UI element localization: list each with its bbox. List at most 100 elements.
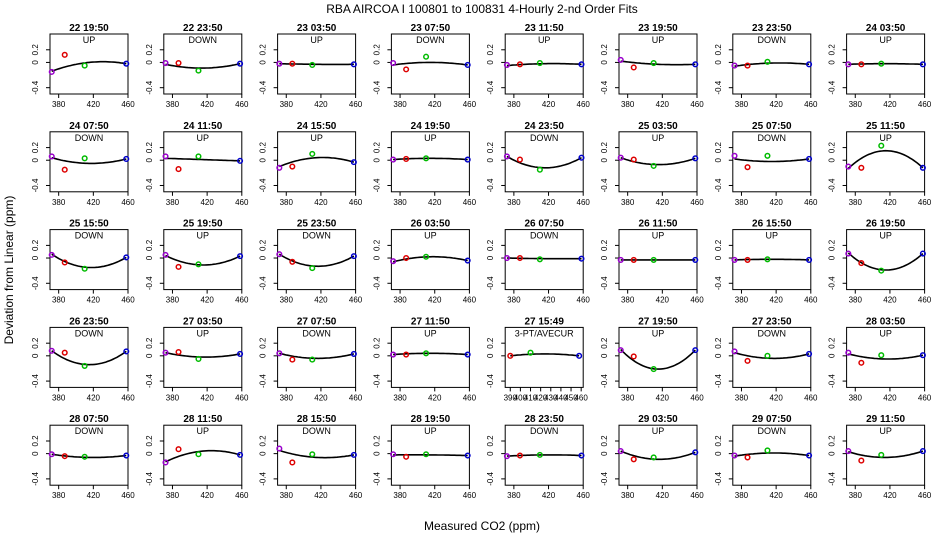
y-tick-label: 0 (486, 157, 495, 162)
panel-label: UP (310, 133, 323, 143)
panel-label: DOWN (416, 35, 445, 45)
data-point (81, 362, 88, 369)
y-tick-label: 0.2 (145, 44, 154, 56)
fit-curve (279, 352, 355, 360)
y-tick-label: 0 (145, 451, 154, 456)
x-tick-label: 380 (621, 198, 635, 207)
y-tick-label: 0 (31, 353, 40, 358)
data-point (578, 452, 585, 459)
fit-curve (620, 60, 696, 66)
x-tick-label: 420 (428, 100, 442, 109)
y-tick-label: 0 (372, 451, 381, 456)
data-point (423, 155, 430, 162)
x-tick-label: 420 (883, 393, 897, 402)
data-point (81, 265, 88, 272)
panel-frame (618, 424, 698, 486)
data-point (48, 251, 55, 258)
fit-curve (165, 157, 241, 162)
y-tick-label: 0 (600, 157, 609, 162)
y-tick-label: -0.4 (828, 374, 837, 388)
panel-label: UP (310, 35, 323, 45)
panel-label: UP (879, 133, 892, 143)
x-tick-label: 380 (166, 296, 180, 305)
y-tick-label: 0.2 (372, 435, 381, 447)
data-point (845, 448, 852, 455)
y-tick-label: 0.2 (714, 435, 723, 447)
data-point (195, 153, 202, 160)
y-tick-label: 0.2 (828, 435, 837, 447)
data-point (617, 154, 624, 161)
x-tick-label: 380 (280, 491, 294, 500)
data-point (123, 348, 130, 355)
y-tick-label: 0.2 (600, 141, 609, 153)
x-tick-label: 420 (314, 491, 328, 500)
panel-title: 24 19:50 (411, 121, 451, 132)
y-tick-label: 0 (372, 353, 381, 358)
y-tick-label: -0.4 (714, 374, 723, 388)
data-point (806, 155, 813, 163)
panel: 27 15:493-PT/AVECUR 390400410420430440450… (486, 316, 588, 402)
x-tick-label: 460 (690, 393, 704, 402)
panel-label: UP (879, 231, 892, 241)
fit-curve (620, 450, 696, 461)
panel-title: 22 19:50 (69, 23, 109, 34)
fit-curve (506, 62, 582, 67)
x-tick-label: 460 (918, 491, 932, 500)
data-point (630, 353, 637, 360)
x-tick-label: 460 (577, 491, 591, 500)
data-point (503, 153, 510, 160)
y-tick-label: -0.4 (600, 80, 609, 94)
x-tick-label: 420 (769, 296, 783, 305)
y-tick-label: 0 (145, 60, 154, 65)
panel-title: 23 11:50 (525, 23, 564, 34)
data-point (503, 61, 510, 68)
data-point (350, 451, 357, 458)
data-point (744, 357, 751, 364)
data-point (503, 254, 510, 262)
fit-curve (848, 62, 923, 66)
y-tick-label: -0.4 (31, 276, 40, 290)
panel-label: UP (652, 231, 665, 241)
y-tick-label: -0.4 (259, 80, 268, 94)
x-tick-label: 460 (804, 100, 818, 109)
panel-title: 24 07:50 (69, 121, 109, 132)
y-tick-label: 0.2 (828, 141, 837, 153)
panel-label: DOWN (189, 35, 218, 45)
x-tick-label: 460 (804, 296, 818, 305)
x-axis-label: Measured CO2 (ppm) (424, 519, 540, 533)
x-tick-label: 460 (918, 100, 932, 109)
data-point (878, 352, 885, 359)
panel-label: UP (652, 426, 665, 436)
y-tick-label: 0.2 (486, 435, 495, 447)
x-tick-label: 460 (235, 198, 249, 207)
panel-title: 26 15:50 (752, 219, 792, 230)
fit-curve (734, 351, 810, 360)
panel-title: 24 11:50 (183, 121, 222, 132)
y-tick-label: 0.2 (372, 141, 381, 153)
data-point (123, 60, 130, 67)
panel-label: UP (652, 133, 665, 143)
data-point (650, 454, 657, 461)
x-tick-label: 380 (393, 393, 407, 402)
x-tick-label: 460 (349, 296, 363, 305)
y-tick-label: 0 (31, 255, 40, 260)
data-point (617, 256, 624, 263)
fit-curve (51, 253, 127, 269)
x-tick-label: 380 (393, 296, 407, 305)
x-tick-label: 380 (735, 491, 749, 500)
data-point (731, 62, 738, 69)
data-point (764, 152, 771, 159)
data-point (516, 254, 523, 262)
fit-curve (165, 62, 241, 69)
x-tick-label: 420 (87, 198, 101, 207)
y-tick-label: 0.2 (828, 337, 837, 349)
data-point (464, 351, 471, 358)
data-point (744, 164, 751, 171)
y-tick-label: -0.4 (714, 80, 723, 94)
